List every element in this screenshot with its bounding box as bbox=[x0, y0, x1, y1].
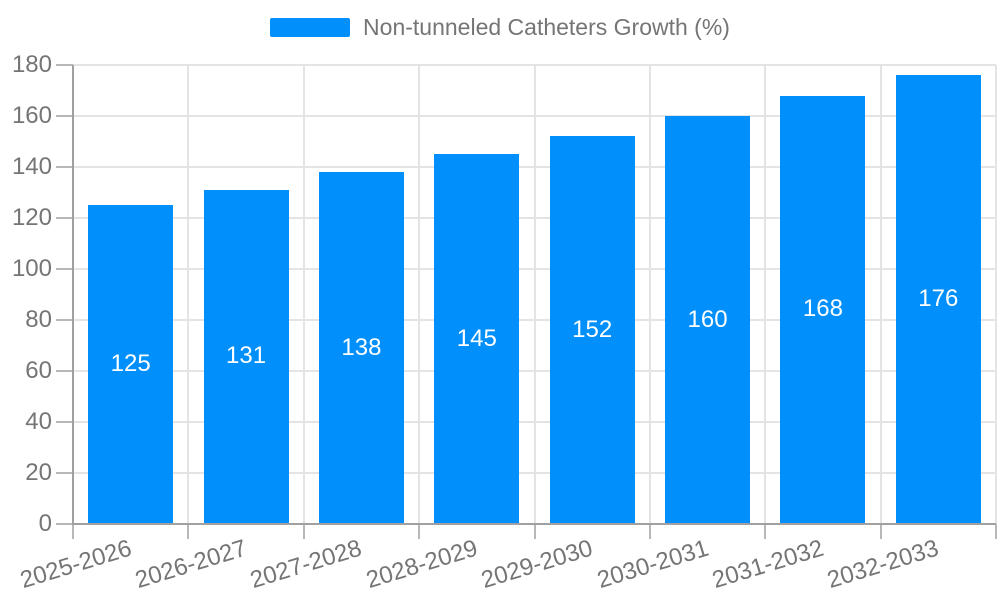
gridline-vertical bbox=[995, 65, 997, 524]
legend-swatch-icon bbox=[270, 18, 351, 37]
legend-item[interactable]: Non-tunneled Catheters Growth (%) bbox=[270, 14, 730, 41]
x-axis-tick bbox=[418, 524, 421, 539]
bar-2030-2031[interactable]: 160 bbox=[665, 116, 751, 523]
bar-2032-2033[interactable]: 176 bbox=[895, 75, 981, 523]
y-axis-tick-label: 60 bbox=[25, 357, 52, 384]
y-axis-tick bbox=[56, 217, 73, 219]
bar-value-label: 145 bbox=[456, 324, 497, 352]
y-axis-tick-label: 120 bbox=[11, 204, 52, 231]
y-axis-tick bbox=[56, 64, 73, 66]
y-axis-tick bbox=[56, 115, 73, 117]
x-axis-tick bbox=[302, 524, 305, 539]
y-axis-line bbox=[72, 65, 74, 525]
y-axis-tick-label: 160 bbox=[11, 102, 52, 129]
gridline-vertical bbox=[879, 65, 882, 524]
bar-2027-2028[interactable]: 138 bbox=[318, 172, 404, 523]
bar-2029-2030[interactable]: 152 bbox=[549, 136, 635, 523]
x-axis-line bbox=[72, 523, 996, 525]
x-axis-tick bbox=[995, 524, 997, 539]
x-axis-tick bbox=[187, 524, 190, 539]
gridline-vertical bbox=[648, 65, 651, 524]
y-axis-tick-label: 20 bbox=[25, 459, 52, 486]
legend-label: Non-tunneled Catheters Growth (%) bbox=[363, 14, 730, 40]
bar-value-label: 176 bbox=[918, 285, 959, 313]
y-axis-tick-label: 40 bbox=[25, 408, 52, 435]
bar-value-label: 131 bbox=[226, 342, 267, 370]
gridline-vertical bbox=[764, 65, 767, 524]
x-axis-tick bbox=[764, 524, 767, 539]
gridline-vertical bbox=[533, 65, 536, 524]
y-axis-tick bbox=[56, 472, 73, 474]
bar-value-label: 125 bbox=[110, 350, 151, 378]
y-axis-tick-label: 100 bbox=[11, 255, 52, 282]
y-axis-tick bbox=[56, 166, 73, 168]
bar-2026-2027[interactable]: 131 bbox=[203, 189, 289, 523]
legend: Non-tunneled Catheters Growth (%) bbox=[0, 14, 1000, 41]
y-axis-tick-label: 140 bbox=[11, 153, 52, 180]
gridline-vertical bbox=[418, 65, 421, 524]
x-axis-tick bbox=[533, 524, 536, 539]
y-axis-tick-label: 0 bbox=[38, 510, 52, 537]
x-axis-tick bbox=[72, 524, 74, 539]
bar-value-label: 138 bbox=[341, 333, 382, 361]
y-axis-tick bbox=[56, 421, 73, 423]
y-axis-tick bbox=[56, 370, 73, 372]
y-axis-tick bbox=[56, 523, 73, 525]
x-axis-tick bbox=[879, 524, 882, 539]
x-axis-tick bbox=[648, 524, 651, 539]
y-axis-tick bbox=[56, 319, 73, 321]
bar-value-label: 152 bbox=[572, 315, 613, 343]
bar-value-label: 168 bbox=[802, 295, 843, 323]
bar-2028-2029[interactable]: 145 bbox=[434, 154, 520, 523]
bar-2031-2032[interactable]: 168 bbox=[780, 95, 866, 523]
gridline-vertical bbox=[302, 65, 305, 524]
gridline-vertical bbox=[187, 65, 190, 524]
bar-2025-2026[interactable]: 125 bbox=[88, 205, 174, 523]
y-axis-tick-label: 80 bbox=[25, 306, 52, 333]
bar-value-label: 160 bbox=[687, 305, 728, 333]
y-axis-tick-label: 180 bbox=[11, 51, 52, 78]
y-axis-tick bbox=[56, 268, 73, 270]
